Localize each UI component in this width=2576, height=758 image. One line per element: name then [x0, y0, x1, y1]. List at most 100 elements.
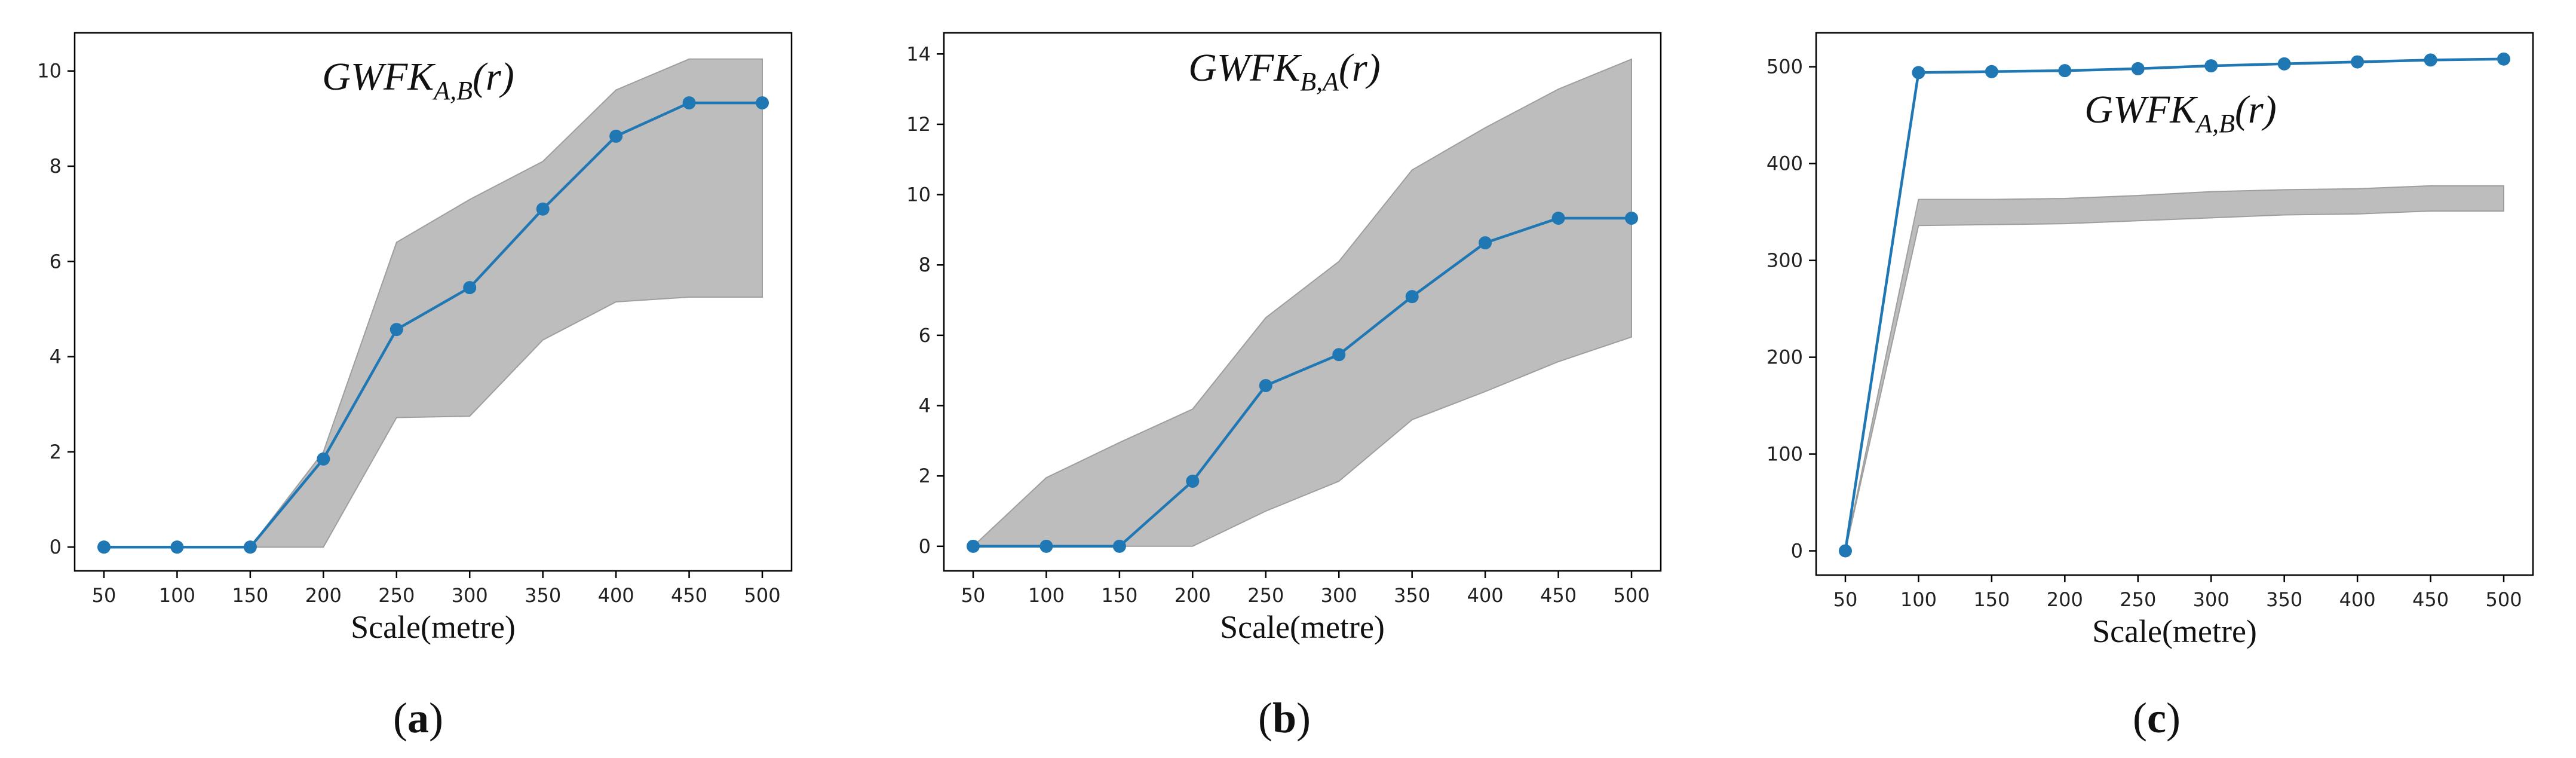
- panel-label: (c): [2133, 694, 2181, 742]
- data-point: [1479, 236, 1492, 250]
- x-tick-label: 350: [525, 584, 561, 607]
- data-point: [170, 540, 184, 554]
- x-tick-label: 450: [1540, 584, 1577, 607]
- x-tick-label: 50: [92, 584, 116, 607]
- y-tick-label: 8: [50, 155, 62, 178]
- y-tick-label: 200: [1767, 346, 1803, 369]
- axes-frame: [73, 32, 793, 572]
- x-tick-label: 200: [1174, 584, 1211, 607]
- data-point: [1912, 66, 1925, 80]
- panel-label-open-paren: (: [2133, 694, 2147, 742]
- axes-frame: [943, 32, 1662, 572]
- x-tick-label: 200: [305, 584, 342, 607]
- data-point: [317, 452, 330, 466]
- y-tick-label: 400: [1767, 152, 1803, 175]
- chart-title-subscript: B,A: [1300, 67, 1339, 96]
- axes-frame: [1815, 32, 2534, 576]
- y-tick-label: 6: [50, 250, 62, 273]
- envelope-band: [1845, 185, 2504, 551]
- series-line: [973, 216, 1632, 548]
- data-point: [1625, 212, 1639, 225]
- x-tick-label: 400: [1467, 584, 1504, 607]
- x-axis-title: Scale(metre): [2092, 613, 2257, 649]
- data-point: [2277, 57, 2291, 71]
- y-tick-label: 0: [50, 536, 62, 558]
- data-point: [1186, 475, 1200, 488]
- x-tick-label: 100: [1900, 588, 1937, 611]
- x-tick-label: 400: [2339, 588, 2376, 611]
- panel-label-open-paren: (: [1258, 694, 1272, 742]
- chart-title: GWFKA,B(r): [322, 55, 514, 105]
- data-point: [1039, 539, 1053, 553]
- y-tick-label: 0: [1791, 540, 1803, 563]
- panel-label-close-paren: ): [2166, 694, 2181, 742]
- y-tick-label: 12: [906, 113, 931, 136]
- panel-label-close-paren: ): [1296, 694, 1311, 742]
- y-tick-label: 8: [919, 253, 931, 276]
- envelope-band: [971, 58, 1632, 547]
- x-tick-label: 350: [2266, 588, 2302, 611]
- envelope-band: [104, 58, 763, 548]
- y-tick-label: 4: [50, 346, 62, 368]
- data-point: [2131, 62, 2145, 75]
- data-point: [2058, 64, 2072, 78]
- y-tick-label: 6: [919, 324, 931, 347]
- panel-label: (a): [393, 694, 443, 742]
- data-point: [756, 96, 769, 110]
- data-point: [1112, 539, 1126, 553]
- data-point: [2424, 53, 2437, 67]
- panel-label-open-paren: (: [393, 694, 407, 742]
- chart-title-tail: (r): [2235, 88, 2277, 132]
- x-tick-label: 500: [744, 584, 780, 607]
- data-point: [2204, 59, 2218, 73]
- panel-label-letter: c: [2147, 694, 2166, 742]
- x-tick-label: 150: [1101, 584, 1137, 607]
- x-tick-label: 350: [1394, 584, 1430, 607]
- data-point: [1332, 348, 1346, 362]
- x-tick-label: 450: [2412, 588, 2449, 611]
- x-tick-label: 450: [671, 584, 707, 607]
- x-tick-label: 250: [2120, 588, 2156, 611]
- data-point: [2497, 52, 2511, 66]
- y-tick-label: 10: [906, 184, 931, 206]
- y-tick-label: 500: [1767, 56, 1803, 78]
- chart-title-tail: (r): [473, 55, 514, 99]
- panel-label-letter: b: [1272, 694, 1296, 742]
- x-tick-label: 250: [1247, 584, 1284, 607]
- y-tick-label: 14: [906, 42, 931, 65]
- x-tick-label: 50: [961, 584, 986, 607]
- chart-title-tail: (r): [1339, 46, 1381, 90]
- y-tick-label: 300: [1767, 249, 1803, 272]
- panel-label-close-paren: ): [429, 694, 443, 742]
- y-tick-label: 2: [919, 464, 931, 487]
- x-tick-label: 500: [2485, 588, 2522, 611]
- data-point: [463, 281, 477, 295]
- x-tick-label: 400: [598, 584, 634, 607]
- data-point: [609, 129, 623, 143]
- x-tick-label: 100: [159, 584, 195, 607]
- data-point: [243, 540, 257, 554]
- panel-label-letter: a: [407, 694, 429, 742]
- x-tick-label: 300: [2193, 588, 2230, 611]
- chart-title-subscript: A,B: [432, 76, 473, 105]
- x-tick-label: 150: [1973, 588, 2010, 611]
- x-tick-label: 200: [2047, 588, 2083, 611]
- data-point: [1551, 212, 1565, 225]
- x-tick-label: 150: [232, 584, 268, 607]
- data-point: [1838, 544, 1852, 558]
- chart-title-main: GWFK: [2084, 88, 2198, 132]
- data-point: [1405, 290, 1419, 304]
- data-point: [682, 96, 696, 110]
- data-point: [536, 202, 550, 216]
- chart-panel-a: 50 100 150 200 250 300 350 400 450 500 0 2 4 6 8 10 GWFK…: [37, 32, 793, 742]
- chart-panel-c: 50 100 150 200 250 300 350 400 450 500 0 100 200 300 4…: [1767, 32, 2534, 742]
- data-point: [390, 323, 403, 337]
- series-line: [1844, 57, 2504, 551]
- x-tick-label: 500: [1613, 584, 1649, 607]
- x-tick-label: 50: [1833, 588, 1858, 611]
- y-tick-label: 0: [919, 535, 931, 558]
- series-line: [104, 101, 762, 549]
- chart-title-main: GWFK: [1188, 46, 1302, 90]
- x-axis-title: Scale(metre): [1220, 609, 1385, 645]
